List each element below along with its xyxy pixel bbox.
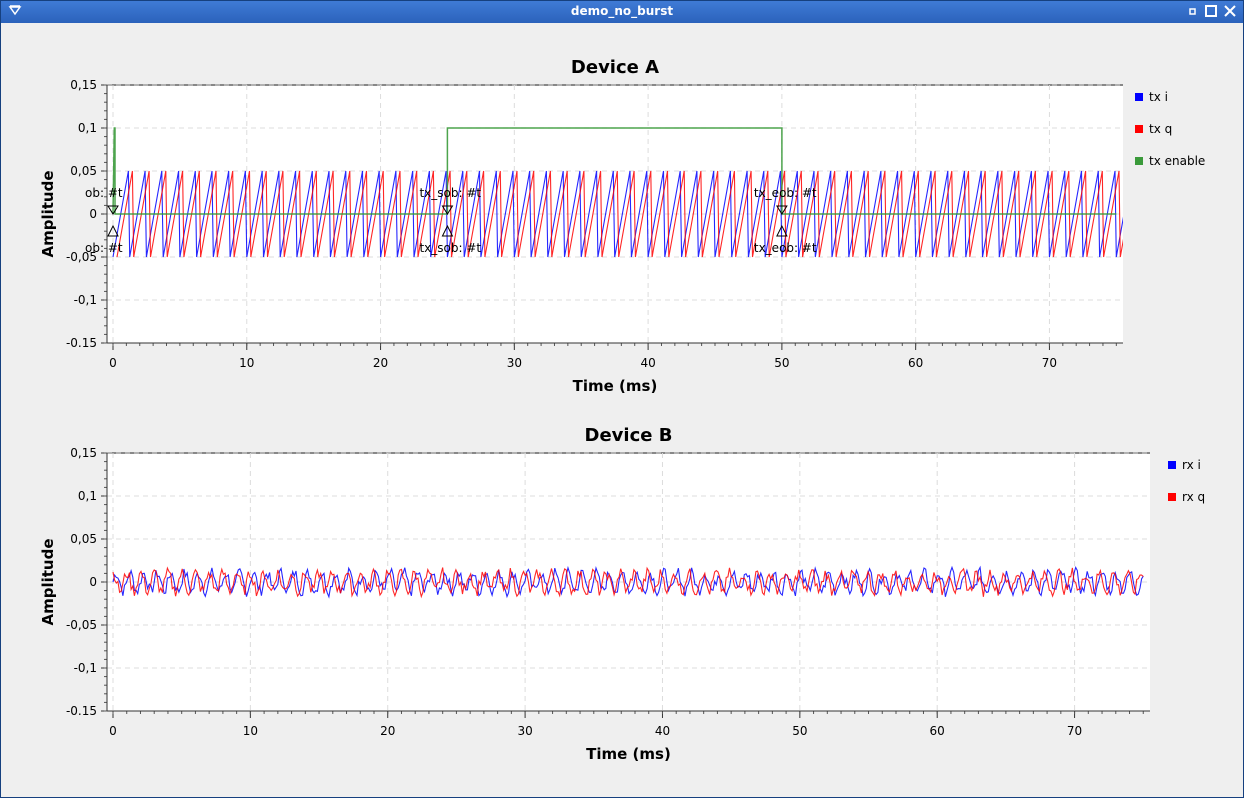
chart-device-b: Device B 0,15 0,1 0,05 0 -0,05 -0,1 -0.15 0 10 20 3… — [39, 425, 1205, 763]
legend-item: tx i — [1135, 90, 1168, 104]
series-layer — [112, 565, 1144, 599]
y-tick-label: 0,05 — [70, 164, 97, 178]
close-icon[interactable] — [1222, 4, 1238, 20]
legend-label: tx enable — [1149, 154, 1205, 168]
x-tick-label: 50 — [792, 724, 807, 738]
y-tick-label: 0 — [89, 575, 97, 589]
chart-title: Device B — [585, 425, 673, 446]
legend-item: tx q — [1135, 122, 1172, 136]
legend-swatch — [1168, 493, 1176, 501]
y-tick-label: -0,05 — [66, 250, 97, 264]
tag-label-bottom: tx_sob: #t — [419, 241, 481, 255]
y-tick-label: 0,1 — [78, 489, 97, 503]
x-tick-label: 10 — [239, 356, 254, 370]
plots-canvas: Device A 0,15 0,1 0,05 0 -0,05 -0,1 -0.15 0 10 20 3… — [39, 57, 1205, 763]
legend-swatch — [1135, 157, 1143, 165]
legend-item: rx i — [1168, 458, 1201, 472]
y-tick-label: 0,05 — [70, 532, 97, 546]
legend-swatch — [1168, 461, 1176, 469]
x-tick-label: 40 — [655, 724, 670, 738]
window-menu-icon[interactable] — [7, 4, 23, 20]
y-axis-label: Amplitude — [39, 170, 57, 257]
x-axis-label: Time (ms) — [573, 377, 658, 395]
x-tick-label: 50 — [774, 356, 789, 370]
minimize-icon[interactable] — [1185, 4, 1201, 20]
x-tick-label: 40 — [640, 356, 655, 370]
x-tick-label: 20 — [373, 356, 388, 370]
y-tick-label: 0,15 — [70, 446, 97, 460]
y-tick-label: -0.15 — [66, 704, 97, 718]
maximize-icon[interactable] — [1203, 4, 1219, 20]
x-tick-label: 20 — [380, 724, 395, 738]
tag-label-top: tx_eob: #t — [754, 186, 817, 200]
x-tick-label: 0 — [109, 356, 117, 370]
window-title: demo_no_burst — [570, 4, 674, 18]
tag-label-top: tx_sob: #t — [419, 186, 481, 200]
x-tick-label: 10 — [243, 724, 258, 738]
series-rx-q — [112, 566, 1144, 599]
legend-swatch — [1135, 93, 1143, 101]
x-tick-label: 30 — [507, 356, 522, 370]
x-tick-label: 30 — [517, 724, 532, 738]
x-tick-label: 60 — [930, 724, 945, 738]
plot-area: Device A 0,15 0,1 0,05 0 -0,05 -0,1 -0.15 0 10 20 3… — [7, 23, 1237, 793]
y-tick-label: -0,05 — [66, 618, 97, 632]
tag-marker-down-icon — [441, 205, 454, 215]
y-tick-label: -0,1 — [74, 661, 97, 675]
legend-swatch — [1135, 125, 1143, 133]
y-tick-label: 0,1 — [78, 121, 97, 135]
tag-marker-down-icon — [107, 205, 119, 215]
legend-label: tx q — [1149, 122, 1172, 136]
x-axis-label: Time (ms) — [586, 745, 671, 763]
tag-label-top: ob: #t — [85, 186, 123, 200]
legend-label: rx q — [1182, 490, 1205, 504]
y-tick-label: -0,1 — [74, 293, 97, 307]
legend-item: rx q — [1168, 490, 1205, 504]
y-tick-label: -0.15 — [66, 336, 97, 350]
x-tick-label: 70 — [1042, 356, 1057, 370]
legend-label: tx i — [1149, 90, 1168, 104]
tag-marker-up-icon — [441, 224, 454, 237]
x-tick-label: 0 — [109, 724, 117, 738]
title-bar[interactable]: demo_no_burst — [1, 1, 1243, 23]
tag-label-bottom: ob: #t — [85, 241, 123, 255]
legend-label: rx i — [1182, 458, 1201, 472]
chart-device-a: Device A 0,15 0,1 0,05 0 -0,05 -0,1 -0.15 0 10 20 3… — [39, 57, 1205, 395]
x-tick-label: 70 — [1067, 724, 1082, 738]
x-tick-label: 60 — [908, 356, 923, 370]
y-tick-label: 0 — [89, 207, 97, 221]
y-tick-label: 0,15 — [70, 78, 97, 92]
tag-marker-down-icon — [775, 205, 788, 215]
y-axis-label: Amplitude — [39, 538, 57, 625]
tag-label-bottom: tx_eob: #t — [754, 241, 817, 255]
chart-title: Device A — [571, 57, 659, 78]
tag-marker-up-icon — [107, 224, 119, 237]
tag-marker-up-icon — [776, 224, 788, 237]
legend-item: tx enable — [1135, 154, 1205, 168]
